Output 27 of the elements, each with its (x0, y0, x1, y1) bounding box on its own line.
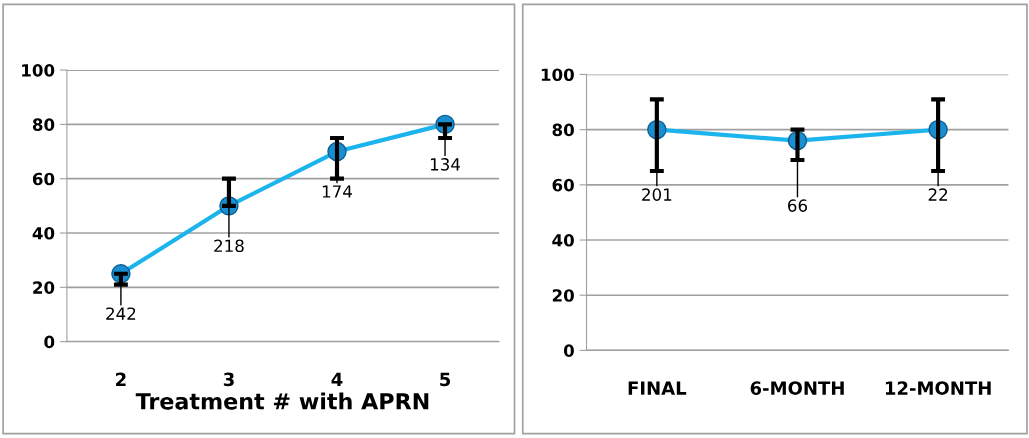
x-tick-label: 12-MONTH (885, 381, 991, 395)
y-tick-label: 60 (32, 172, 55, 186)
y-tick-label: 20 (33, 281, 55, 294)
y-tick-label: 40 (32, 226, 55, 240)
annotation: 201 (642, 188, 672, 201)
y-tick-label: 100 (22, 64, 55, 77)
y-tick-label: 100 (541, 68, 574, 82)
annotation: 134 (430, 158, 461, 171)
y-tick-label: 0 (44, 335, 55, 349)
x-tick-label: 5 (440, 372, 451, 387)
x-tick-label: 4 (331, 372, 343, 386)
x-tick-label: 6-MONTH (750, 381, 844, 395)
y-tick-label: 20 (552, 289, 574, 302)
x-tick-label: 2 (116, 372, 126, 386)
annotation: 218 (214, 239, 244, 253)
y-tick-label: 60 (552, 178, 574, 192)
y-tick-label: 80 (32, 118, 55, 131)
y-tick-label: 80 (552, 123, 574, 137)
x-tick-label: FINAL (628, 381, 687, 395)
annotation: 174 (322, 185, 352, 198)
annotation: 22 (928, 188, 948, 201)
y-tick-label: 0 (563, 344, 574, 357)
y-tick-label: 40 (552, 233, 574, 247)
annotation: 242 (106, 307, 136, 320)
annotation: 66 (788, 199, 808, 212)
x-tick-label: 3 (223, 372, 234, 387)
x-axis-title: Treatment # with APRN (135, 392, 429, 410)
